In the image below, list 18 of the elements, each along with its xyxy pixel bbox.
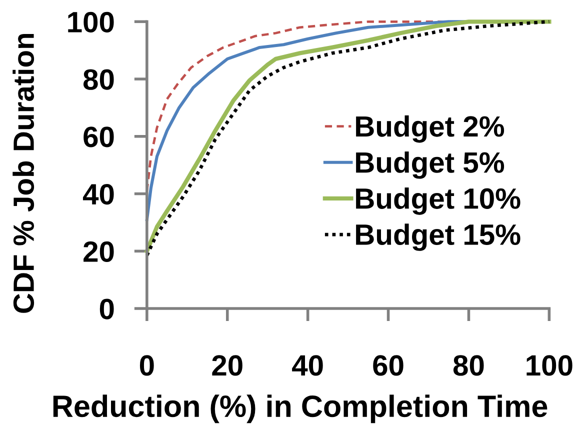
x-tick-label: 60 — [373, 355, 404, 376]
x-tick-label: 100 — [526, 355, 572, 376]
x-tick-label: 20 — [212, 355, 242, 376]
y-tick-label: 80 — [83, 69, 114, 90]
legend-label: Budget 10% — [356, 188, 520, 215]
y-tick-label: 60 — [84, 126, 114, 148]
y-tick-label: 100 — [68, 12, 114, 33]
y-tick-label: 20 — [84, 241, 114, 262]
x-axis-title: Reduction (%) in Completion Time — [53, 394, 548, 424]
x-tick-label: 0 — [140, 355, 154, 376]
x-tick-label: 40 — [292, 355, 323, 376]
legend-label: Budget 2% — [356, 115, 504, 143]
legend-label: Budget 5% — [356, 151, 504, 179]
y-tick-label: 40 — [82, 184, 114, 205]
y-axis-title: CDF % Job Duration — [12, 34, 34, 313]
x-tick-label: 80 — [453, 355, 484, 376]
legend-label: Budget 15% — [356, 224, 520, 251]
y-tick-label: 0 — [100, 298, 114, 320]
